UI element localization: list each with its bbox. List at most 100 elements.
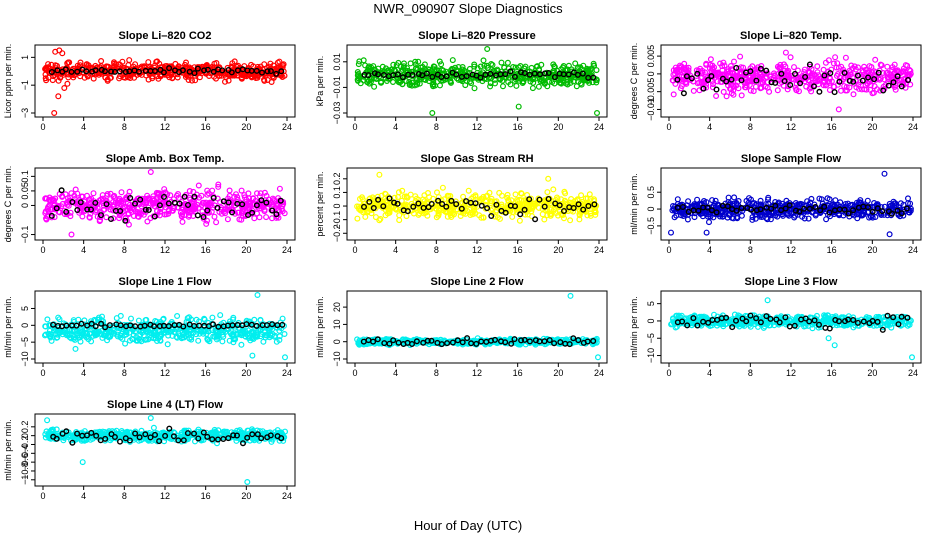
data-point [371,83,378,90]
y-tick-label: 5 [20,306,30,311]
black-point [507,68,514,75]
x-tick-label: 24 [908,245,918,255]
data-point [224,216,231,223]
data-point [356,58,363,65]
x-tick-label: 20 [241,245,251,255]
data-point [226,187,233,194]
black-point [214,204,221,211]
outlier-point [72,345,79,352]
black-point [258,197,265,204]
data-point [362,213,369,220]
data-point [747,87,754,94]
black-point [160,69,167,76]
data-series-colored [42,47,288,116]
data-point [429,66,436,73]
data-point [731,194,738,201]
data-point [825,57,832,64]
x-tick-label: 24 [594,122,604,132]
data-point [219,338,226,345]
x-tick-label: 12 [786,368,796,378]
x-tick-label: 20 [241,122,251,132]
data-point [471,85,478,92]
black-point [264,68,271,75]
data-point [500,83,507,90]
x-tick-label: 12 [472,368,482,378]
data-point [538,61,545,68]
data-point [122,340,129,347]
y-axis-label: degrees C per min. [629,43,639,120]
black-point [409,71,416,78]
data-point [104,68,111,75]
data-point [406,78,413,85]
data-point [509,73,516,80]
x-tick-label: 8 [122,368,127,378]
data-point [81,74,88,81]
data-point [280,61,287,68]
data-point [727,62,734,69]
y-axis-label: ml/min per min. [629,173,639,235]
x-tick-label: 16 [201,122,211,132]
data-point [593,67,600,74]
outlier-point [147,169,154,176]
data-point [213,219,220,226]
data-point [90,190,97,197]
data-series-black [48,65,285,77]
data-point [43,67,50,74]
x-tick-label: 24 [282,122,292,132]
data-point [560,77,567,84]
black-point [219,67,226,74]
black-point [551,74,558,81]
data-point [516,217,523,224]
black-point [74,68,81,75]
x-tick-label: 16 [201,368,211,378]
x-tick-label: 16 [513,368,523,378]
data-point [354,215,361,222]
data-point [455,76,462,83]
data-point [843,87,850,94]
data-point [372,214,379,221]
data-point [55,77,62,84]
data-point [125,61,132,68]
x-tick-label: 4 [81,245,86,255]
data-point [539,211,546,218]
black-point [400,74,407,81]
outlier-point [282,354,289,361]
black-point [438,73,445,80]
black-point [487,70,494,77]
data-point [412,58,419,65]
y-tick-label: −1 [20,80,30,90]
data-point [390,78,397,85]
data-point [43,77,50,84]
x-tick-label: 16 [513,245,523,255]
data-point [550,186,557,193]
data-point [355,70,362,77]
data-point [572,60,579,67]
black-point [488,212,495,219]
data-point [504,59,511,66]
panel-title: Slope Li–820 Temp. [740,30,842,42]
data-point [513,82,520,89]
black-point [210,194,217,201]
outlier-point [545,175,552,182]
black-point [204,66,211,73]
data-point [45,61,52,68]
x-tick-label: 4 [81,122,86,132]
y-tick-label: −0.1 [20,226,30,244]
y-tick-label: −0.01 [646,98,656,121]
data-point [182,61,189,68]
black-point [92,67,99,74]
data-point [251,316,258,323]
black-point [477,74,484,81]
data-point [383,65,390,72]
data-point [145,76,152,83]
x-tick-label: 24 [282,368,292,378]
data-point [167,71,174,78]
y-tick-label: 0 [646,207,656,212]
panel-title: Slope Amb. Box Temp. [106,153,225,165]
data-point [544,189,551,196]
data-point [465,187,472,194]
data-point [404,67,411,74]
panel-title: Slope Gas Stream RH [420,153,533,165]
